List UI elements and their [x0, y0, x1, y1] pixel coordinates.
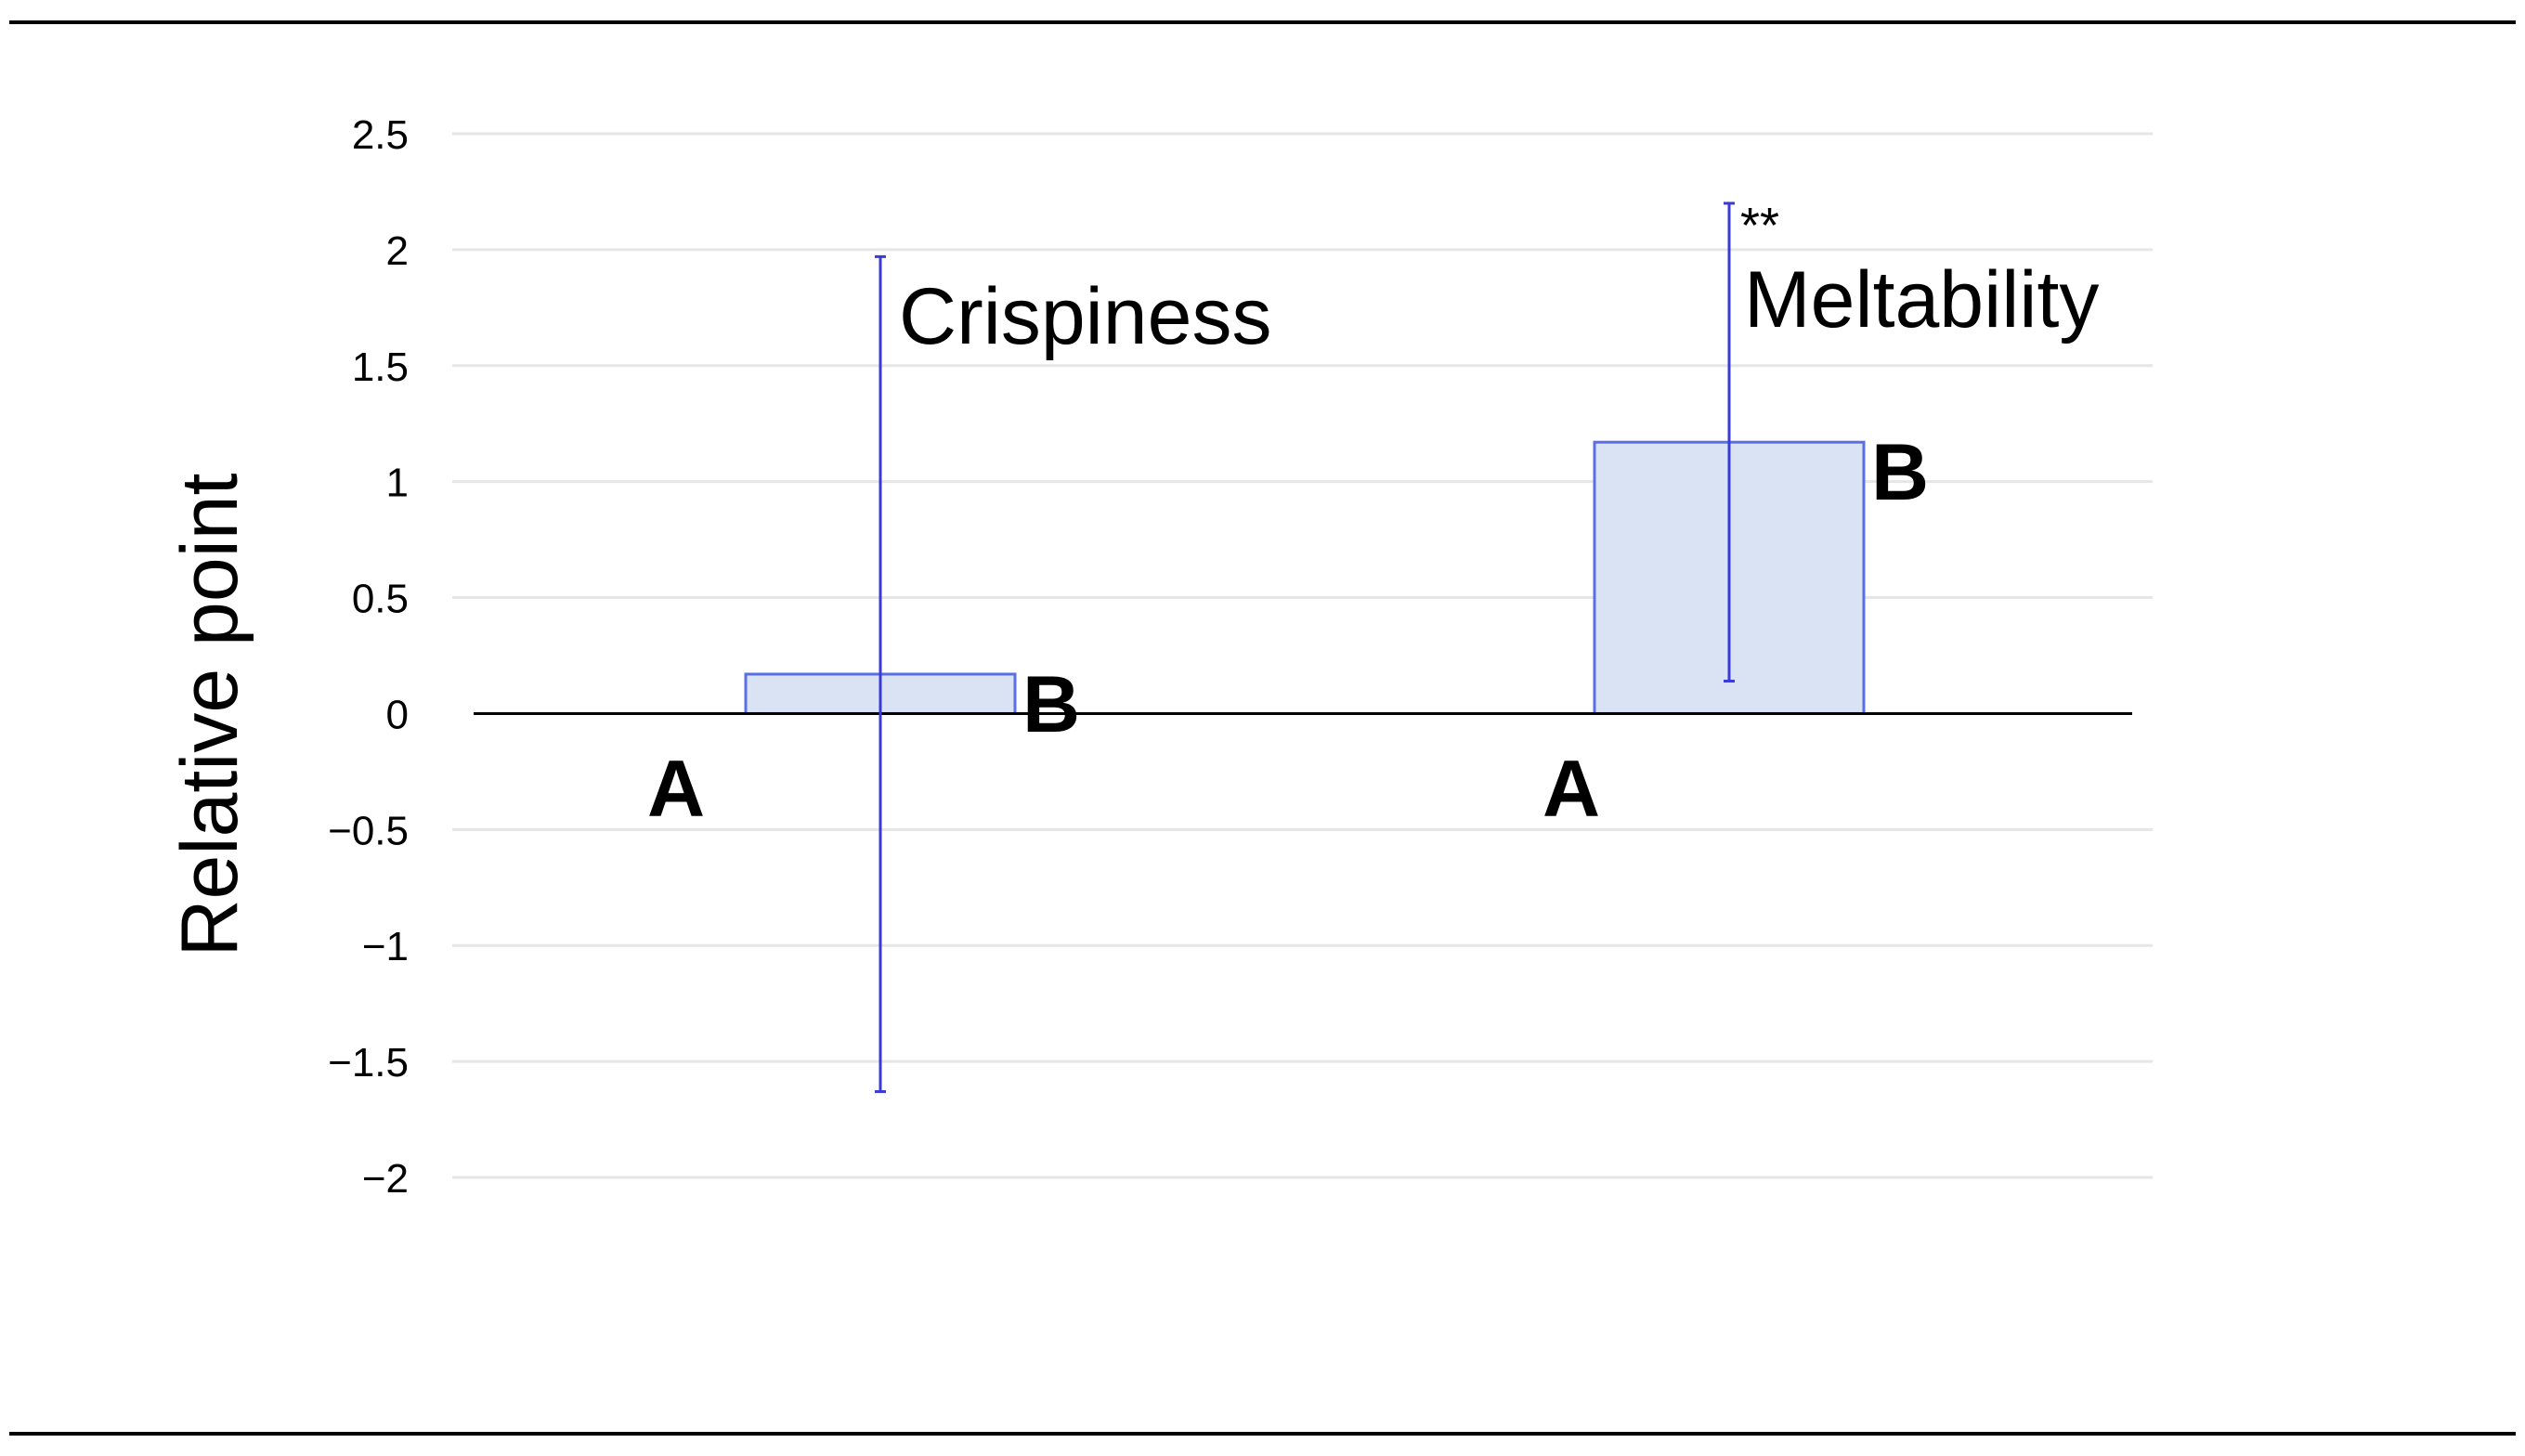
y-tick-label: −1	[362, 924, 409, 969]
y-tick-label: −2	[362, 1156, 409, 1202]
group-label: Meltability	[1744, 255, 2099, 344]
y-tick-label: −0.5	[328, 808, 409, 853]
group-labels: Crispiness Meltability**	[899, 198, 2099, 361]
y-tick-label: 0.5	[352, 577, 409, 622]
y-tick-label: 2	[386, 228, 409, 274]
y-tick-label: 1.5	[352, 344, 409, 390]
gridlines	[452, 132, 2153, 1179]
y-tick-label: 0	[386, 692, 409, 737]
y-tick-labels: 2.5 2 1.5 1 0.5 0 −0.5 −1 −1.5 −2	[328, 112, 409, 1202]
y-axis-label: Relative point	[165, 473, 254, 956]
bar-labels: A B A B	[647, 428, 1929, 833]
bar-label: A	[1542, 744, 1600, 833]
bar-label: A	[647, 744, 705, 833]
y-tick-label: 2.5	[352, 112, 409, 158]
y-tick-label: 1	[386, 461, 409, 506]
group-label: Crispiness	[899, 272, 1271, 361]
significance-marker: **	[1740, 198, 1779, 254]
y-tick-label: −1.5	[328, 1040, 409, 1086]
error-bars	[875, 202, 1735, 1094]
bar-label: B	[1871, 428, 1929, 517]
bar-label: B	[1022, 660, 1080, 749]
